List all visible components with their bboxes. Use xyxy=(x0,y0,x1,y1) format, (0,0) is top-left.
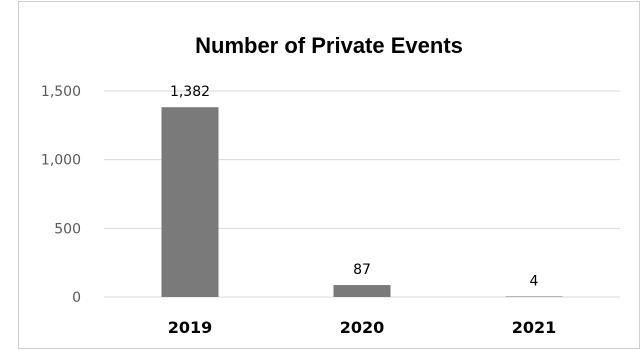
bar-2021 xyxy=(505,296,563,297)
bar-2019 xyxy=(161,107,219,298)
y-axis-tick-labels: 0 500 1,000 1,500 xyxy=(41,84,81,306)
y-tick-label: 500 xyxy=(54,221,81,237)
chart-title: Number of Private Events xyxy=(195,33,463,58)
x-category-label: 2021 xyxy=(512,318,557,337)
bar-2020 xyxy=(333,285,391,297)
data-label: 4 xyxy=(530,273,539,289)
data-labels: 1,382 87 4 xyxy=(170,84,539,289)
y-tick-label: 1,500 xyxy=(41,84,81,100)
data-label: 1,382 xyxy=(170,84,210,100)
chart-frame xyxy=(18,1,640,349)
data-label: 87 xyxy=(353,262,371,278)
bars xyxy=(161,107,563,298)
y-tick-label: 0 xyxy=(72,290,81,306)
x-category-label: 2020 xyxy=(340,318,385,337)
x-axis-category-labels: 2019 2020 2021 xyxy=(168,318,557,337)
x-category-label: 2019 xyxy=(168,318,213,337)
y-tick-label: 1,000 xyxy=(41,153,81,169)
